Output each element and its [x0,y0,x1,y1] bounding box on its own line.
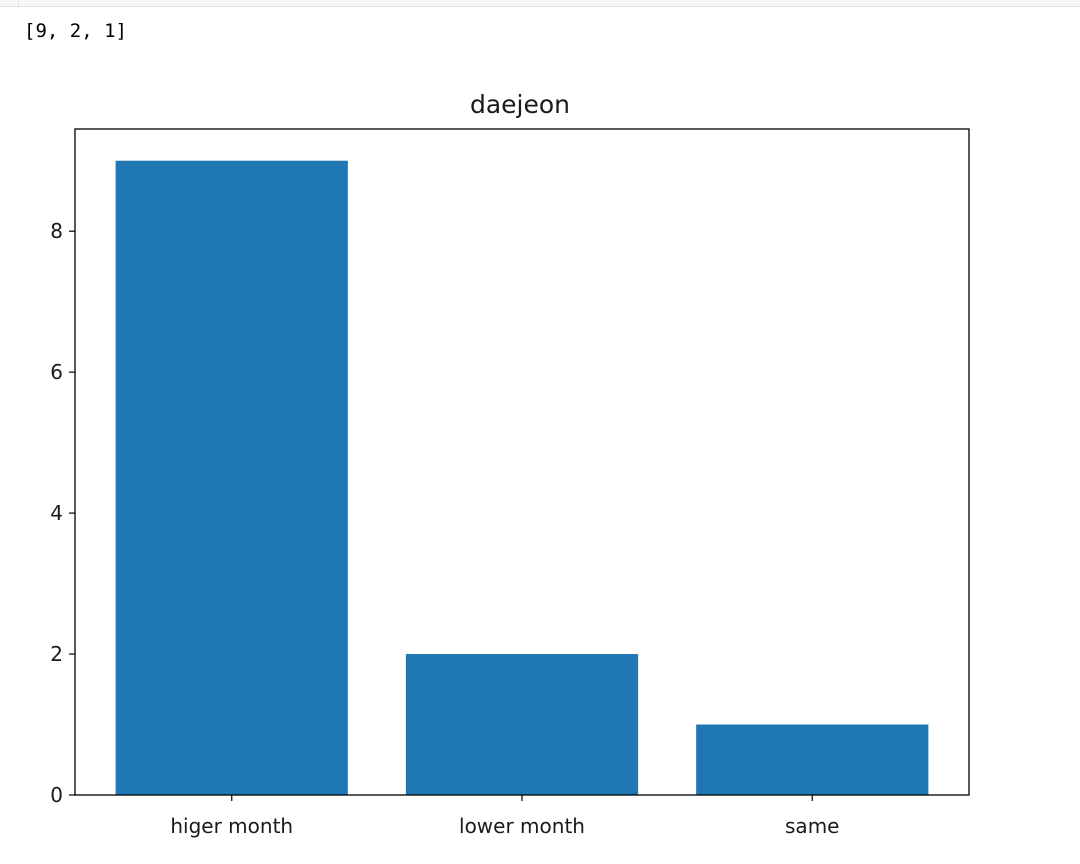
cell-gutter [0,0,19,6]
y-tick-label: 6 [50,360,63,384]
bars-layer [115,160,929,795]
y-tick-label: 0 [50,783,63,807]
x-tick-label: higer month [170,814,293,838]
bar-1 [405,654,639,795]
bar-2 [696,724,929,795]
bar-0 [115,160,348,795]
y-axis: 0 2 4 6 8 [50,219,75,807]
y-tick-label: 4 [50,501,63,525]
chart-title: daejeon [470,90,570,119]
cell-divider [0,0,1080,7]
cell-output-text: [9, 2, 1] [24,20,127,42]
y-tick-label: 8 [50,219,63,243]
y-tick-label: 2 [50,642,63,666]
plot-frame [74,128,970,796]
x-tick-label: lower month [459,814,585,838]
x-axis: higer month lower month same [170,795,839,838]
x-tick-label: same [785,814,839,838]
